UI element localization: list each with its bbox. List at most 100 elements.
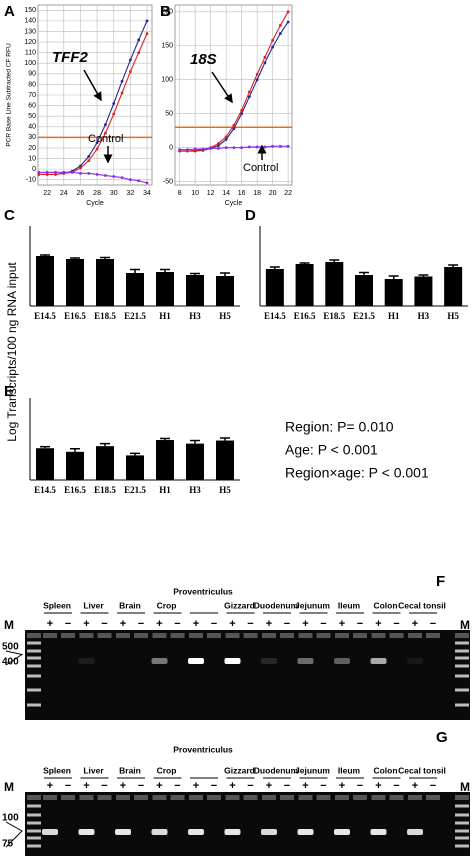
y-tick-label: 100 <box>161 77 173 84</box>
y-tick-label: 150 <box>161 43 173 50</box>
ladder-band <box>27 703 41 707</box>
band <box>224 829 241 835</box>
x-tick-label: 32 <box>126 190 134 197</box>
well <box>152 795 167 800</box>
band <box>261 658 277 664</box>
x-tick-label: H3 <box>189 485 201 495</box>
x-tick-label: 34 <box>143 190 151 197</box>
well <box>79 795 94 800</box>
lane-sign: − <box>247 618 253 630</box>
tissue-label: Colon <box>373 765 397 775</box>
lane-sign: + <box>302 618 308 630</box>
ladder-band <box>27 844 41 848</box>
data-point <box>54 173 57 176</box>
data-point <box>185 148 189 152</box>
data-point <box>247 95 251 99</box>
lane-sign: + <box>120 618 126 630</box>
bar <box>156 272 174 306</box>
plot-area <box>174 4 293 186</box>
annotation: 18S <box>190 51 217 68</box>
panel-label: D <box>245 207 256 224</box>
well <box>335 633 349 638</box>
band <box>261 829 277 835</box>
ladder-band <box>27 656 41 660</box>
x-tick-label: E14.5 <box>264 311 286 321</box>
bar <box>384 279 403 306</box>
x-tick-label: E14.5 <box>34 311 56 321</box>
annotation: TFF2 <box>52 49 88 66</box>
bar <box>156 440 174 480</box>
well <box>225 633 240 638</box>
data-point <box>224 146 228 150</box>
tissue-label: Proventriculus <box>173 744 233 754</box>
tissue-label: Ileum <box>338 600 361 610</box>
lane-sign: + <box>229 618 235 630</box>
well <box>371 633 386 638</box>
data-point <box>201 147 205 151</box>
well <box>353 633 367 638</box>
ladder-band <box>27 688 41 692</box>
band <box>78 829 95 835</box>
tissue-label: Jejunum <box>295 600 330 610</box>
lane-sign: + <box>47 618 53 630</box>
band <box>407 829 423 835</box>
data-point <box>104 123 107 127</box>
well <box>170 795 185 800</box>
y-tick-label: 80 <box>28 81 36 88</box>
data-point <box>271 45 275 49</box>
well <box>79 633 94 638</box>
data-point <box>224 138 228 141</box>
x-axis-label: Cycle <box>225 200 243 207</box>
y-tick-label: 50 <box>165 111 173 118</box>
ladder-band <box>27 804 41 808</box>
lane-sign: − <box>211 618 217 630</box>
data-point <box>137 179 141 183</box>
y-tick-label: 150 <box>24 7 36 14</box>
lane-sign: − <box>247 780 253 792</box>
well <box>316 633 331 638</box>
x-tick-label: E14.5 <box>34 485 56 495</box>
lane-sign: − <box>430 780 436 792</box>
well <box>316 795 331 800</box>
x-tick-label: E21.5 <box>124 311 146 321</box>
well <box>27 633 41 638</box>
lane-sign: + <box>47 780 53 792</box>
well <box>43 633 57 638</box>
lane-sign: + <box>302 780 308 792</box>
y-tick-label: 60 <box>28 102 36 109</box>
lane-sign: − <box>101 618 107 630</box>
well <box>408 633 422 638</box>
tissue-label: Proventriculus <box>173 586 233 596</box>
band <box>224 658 241 664</box>
tissue-label: Spleen <box>43 765 71 775</box>
well <box>389 795 404 800</box>
ladder-band <box>27 821 41 825</box>
band <box>297 658 314 664</box>
annotation: Region: P= 0.010 <box>285 419 394 435</box>
x-tick-label: H1 <box>388 311 400 321</box>
ladder-band <box>27 664 41 668</box>
x-tick-label: 8 <box>178 190 182 197</box>
data-point <box>263 61 267 65</box>
data-point <box>240 112 244 116</box>
x-tick-label: 28 <box>93 190 101 197</box>
tissue-label: Gizzard <box>224 600 255 610</box>
well <box>335 795 349 800</box>
lane-sign: − <box>393 780 399 792</box>
bar <box>66 451 84 480</box>
lane-sign: + <box>339 780 345 792</box>
tissue-label: Brain <box>119 600 141 610</box>
lane-sign: + <box>339 618 345 630</box>
well <box>61 795 75 800</box>
ladder-band <box>455 649 469 653</box>
well <box>353 795 367 800</box>
lane-sign: + <box>193 780 199 792</box>
x-tick-label: E18.5 <box>94 485 116 495</box>
bar <box>295 264 314 306</box>
data-point <box>278 144 282 148</box>
well <box>262 795 276 800</box>
well <box>455 633 469 638</box>
tissue-label: Jejunum <box>295 765 330 775</box>
ladder-band <box>27 813 41 817</box>
data-point <box>240 108 244 112</box>
